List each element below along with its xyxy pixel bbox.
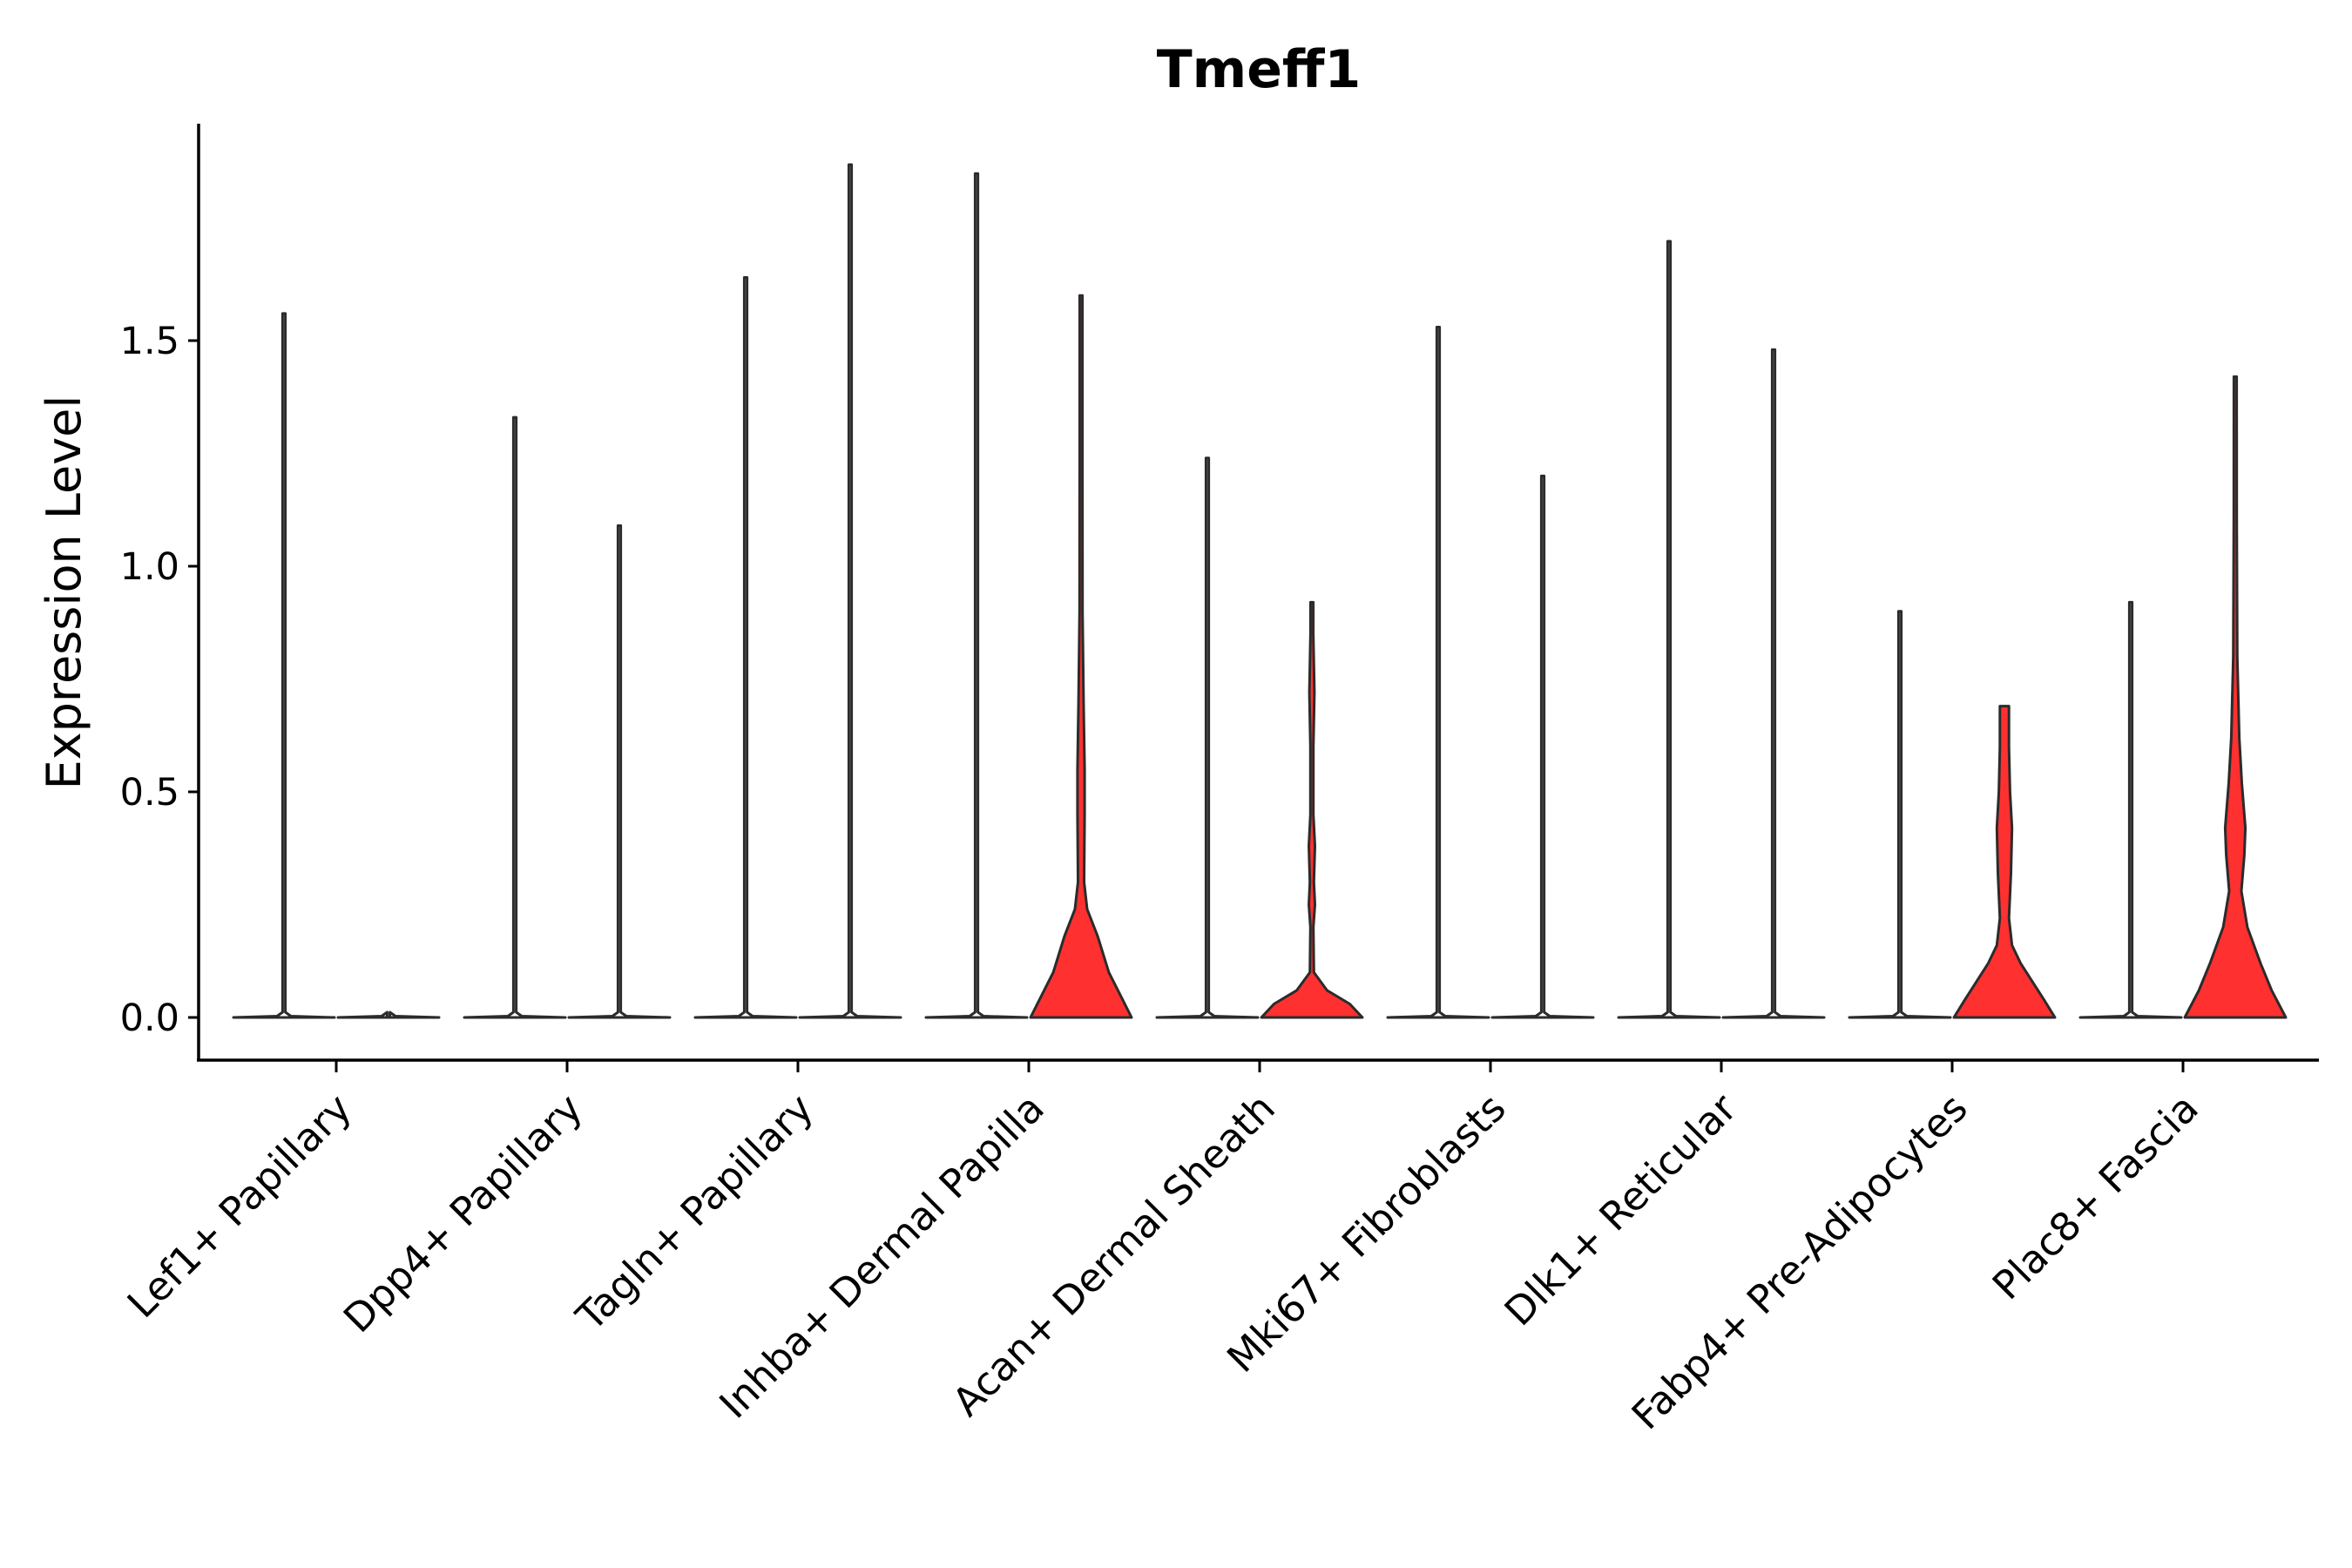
- violin-inhba-dermal-papilla-2: [1029, 294, 1133, 1019]
- y-tick-label: 0.5: [120, 771, 179, 814]
- violin-tagln-papillary-2: [798, 163, 902, 1019]
- violin-plac8-fascia-2: [2183, 375, 2288, 1019]
- violin-fabp4-pre-adipocytes-2: [1952, 705, 2057, 1019]
- violin-mki67-fibroblasts-1: [1386, 326, 1490, 1019]
- chart-title: Tmeff1: [1157, 39, 1362, 100]
- y-tick-label: 1.5: [120, 320, 179, 363]
- y-axis-label: Expression Level: [37, 395, 91, 790]
- violin-dpp4-papillary-2: [567, 524, 672, 1019]
- violin-mki67-fibroblasts-2: [1490, 474, 1595, 1019]
- violin-acan-dermal-sheath-1: [1155, 456, 1260, 1019]
- violin-dlk1-reticular-1: [1617, 240, 1721, 1019]
- violin-acan-dermal-sheath-2: [1260, 600, 1364, 1019]
- violin-lef1-papillary-2: [336, 1010, 441, 1019]
- violin-inhba-dermal-papilla-1: [924, 172, 1029, 1019]
- x-tick-label: Dpp4+ Papillary: [335, 1085, 591, 1342]
- violin-dpp4-papillary-1: [463, 416, 567, 1019]
- x-tick-label: Lef1+ Papillary: [118, 1085, 361, 1327]
- x-tick-label: Tagln+ Papillary: [567, 1085, 822, 1340]
- violins-layer: [232, 163, 2288, 1019]
- y-tick-label: 1.0: [120, 545, 179, 589]
- violin-tagln-papillary-1: [693, 276, 798, 1019]
- y-axis-ticks: 0.0 0.5 1.0 1.5: [120, 320, 199, 1040]
- x-tick-label: Dlk1+ Reticular: [1496, 1085, 1746, 1335]
- y-tick-label: 0.0: [120, 997, 179, 1040]
- violin-lef1-papillary-1: [232, 312, 336, 1019]
- violin-dlk1-reticular-2: [1721, 348, 1826, 1019]
- x-tick-label: Plac8+ Fascia: [1984, 1085, 2207, 1308]
- violin-plac8-fascia-1: [2078, 600, 2183, 1019]
- violin-fabp4-pre-adipocytes-1: [1848, 610, 1952, 1019]
